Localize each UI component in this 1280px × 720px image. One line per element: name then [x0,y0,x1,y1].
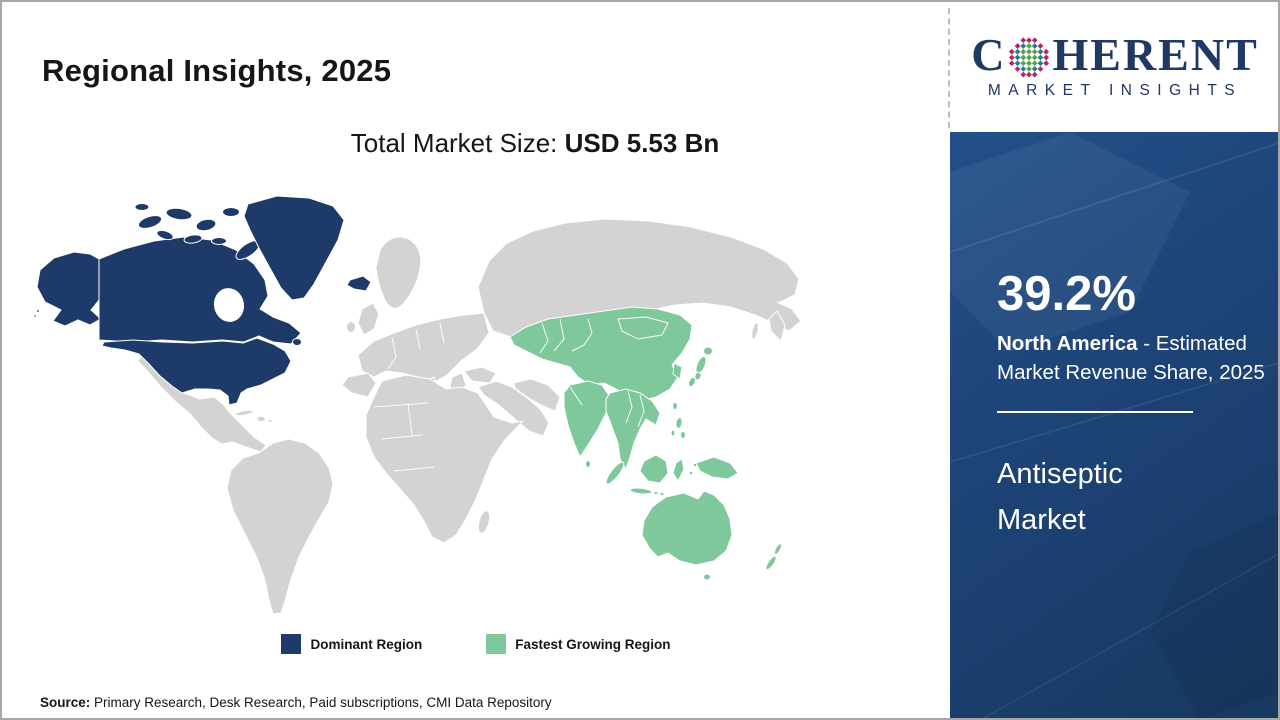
highlight-sidebar: 39.2% North America - Estimated Market R… [950,132,1278,718]
dashed-separator [948,8,950,128]
map-country-borders [373,316,669,472]
total-market-size-value: USD 5.53 Bn [564,128,720,158]
world-map [33,195,802,615]
map-region-rest-of-world [137,218,802,615]
dominant-region-label: Dominant Region [310,636,423,652]
source-label: Source: [40,695,91,710]
map-region-asia-pacific [509,306,783,581]
source-text: Primary Research, Desk Research, Paid su… [90,695,552,710]
revenue-share-value: 39.2% [997,270,1246,319]
region-name: North America [997,332,1138,355]
company-logo: C [950,2,1278,132]
total-market-size: Total Market Size: USD 5.53 Bn [2,128,950,159]
legend-item-dominant: Dominant Region [281,634,422,654]
dominant-region-swatch [281,634,302,654]
logo-letters-herent: HERENT [1052,29,1259,80]
total-market-size-label: Total Market Size: [350,128,565,158]
logo-globe-icon [1009,36,1050,78]
growing-region-swatch [486,634,507,654]
logo-letter-c: C [971,29,1007,80]
sidebar-divider [997,411,1193,413]
page-title: Regional Insights, 2025 [42,52,392,88]
map-region-north-america [33,195,372,406]
source-note: Source: Primary Research, Desk Research,… [40,695,552,710]
logo-subtitle: MARKET INSIGHTS [987,82,1243,99]
growing-region-label: Fastest Growing Region [515,636,671,652]
map-legend: Dominant Region Fastest Growing Region [2,634,950,654]
market-name: Antiseptic Market [997,458,1123,536]
legend-item-growing: Fastest Growing Region [486,634,671,654]
sidebar-map-pattern [950,132,1278,718]
revenue-share-description: North America - Estimated Market Revenue… [997,332,1265,384]
logo-wordmark: C [950,28,1278,81]
